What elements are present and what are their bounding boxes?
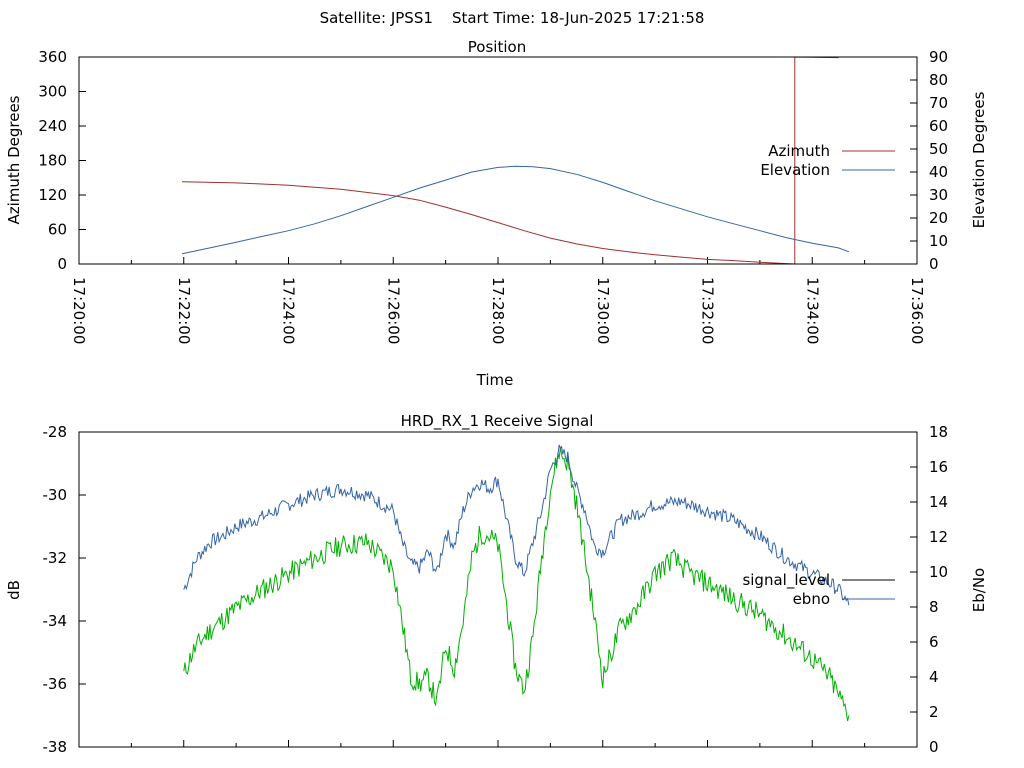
position-chart-title: Position [468, 38, 526, 56]
receive-signal-legend: signal_level ebno [742, 571, 895, 608]
azimuth-tick-label: 360 [38, 48, 67, 66]
time-tick-label: 17:24:00 [280, 277, 298, 344]
time-tick-label: 17:30:00 [594, 277, 612, 344]
db-axis-label: dB [5, 580, 23, 600]
time-tick-label: 17:34:00 [803, 277, 821, 344]
legend-label-signal-level: signal_level [742, 571, 830, 590]
time-tick-label: 17:26:00 [384, 277, 402, 344]
receive-signal-chart-title: HRD_RX_1 Receive Signal [401, 412, 594, 431]
azimuth-tick-label: 120 [38, 186, 67, 204]
db-tick-label: -38 [43, 738, 68, 756]
elevation-tick-label: 70 [929, 94, 948, 112]
time-tick-label: 17:22:00 [175, 277, 193, 344]
legend-label-ebno: ebno [793, 590, 830, 608]
time-tick-label: 17:32:00 [699, 277, 717, 344]
db-tick-label: -32 [43, 549, 68, 567]
time-tick-label: 17:36:00 [908, 277, 926, 344]
elevation-tick-label: 80 [929, 71, 948, 89]
db-tick-label: -28 [43, 423, 68, 441]
position-chart-ticks: 0 60 120 180 240 300 360 0 10 20 30 40 50 60 70 80 90 17:… [38, 48, 948, 344]
receive-signal-chart: HRD_RX_1 Receive Signal -38-36-34-32-30-… [5, 412, 988, 756]
azimuth-tick-label: 0 [57, 255, 67, 273]
time-tick-label: 17:20:00 [70, 277, 88, 344]
azimuth-tick-label: 180 [38, 152, 67, 170]
elevation-series-line [181, 165, 850, 255]
receive-signal-chart-frame [78, 431, 918, 748]
receive-signal-chart-ticks: -38 -36 -34 -32 -30 -28 0 2 4 6 8 10 12 14 16 18 [43, 423, 949, 756]
azimuth-tick-label: 60 [48, 221, 67, 239]
legend-label-elevation: Elevation [760, 161, 830, 179]
position-chart: Position 0 60 120 180 240 300 360 0 10 20 30 40 50 60… [5, 38, 988, 389]
ebno-tick-label: 18 [929, 423, 948, 441]
elevation-tick-label: 90 [929, 48, 948, 66]
signal-level-trace-line [183, 444, 850, 606]
position-legend: Azimuth Elevation [760, 142, 895, 179]
ebno-tick-label: 10 [929, 563, 948, 581]
ebno-tick-label: 12 [929, 528, 948, 546]
ebno-tick-label: 6 [929, 633, 939, 651]
ebno-tick-label: 2 [929, 703, 939, 721]
elevation-tick-label: 0 [929, 255, 939, 273]
time-tick-label: 17:28:00 [489, 277, 507, 344]
azimuth-axis-label: Azimuth Degrees [5, 95, 23, 224]
ebno-tick-label: 16 [929, 458, 948, 476]
position-chart-series [181, 56, 850, 265]
azimuth-tick-label: 300 [38, 83, 67, 101]
azimuth-series-line [181, 56, 839, 265]
azimuth-tick-label: 240 [38, 117, 67, 135]
time-axis-label: Time [476, 371, 514, 389]
elevation-tick-label: 60 [929, 117, 948, 135]
elevation-tick-label: 30 [929, 186, 948, 204]
db-tick-label: -30 [43, 486, 68, 504]
ebno-tick-label: 0 [929, 738, 939, 756]
elevation-axis-label: Elevation Degrees [970, 91, 988, 228]
db-tick-label: -36 [43, 675, 68, 693]
elevation-tick-label: 50 [929, 140, 948, 158]
ebno-tick-label: 8 [929, 598, 939, 616]
receive-signal-chart-series [183, 444, 850, 722]
elevation-tick-label: 40 [929, 163, 948, 181]
ebno-tick-label: 4 [929, 668, 939, 686]
elevation-tick-label: 10 [929, 232, 948, 250]
page-title: Satellite: JPSS1 Start Time: 18-Jun-2025… [320, 9, 705, 27]
db-tick-label: -34 [43, 612, 68, 630]
ebno-tick-label: 14 [929, 493, 948, 511]
elevation-tick-label: 20 [929, 209, 948, 227]
legend-label-azimuth: Azimuth [768, 142, 830, 160]
ebno-trace-line [183, 447, 850, 722]
ebno-axis-label: Eb/No [970, 568, 988, 612]
position-chart-frame [78, 56, 918, 265]
